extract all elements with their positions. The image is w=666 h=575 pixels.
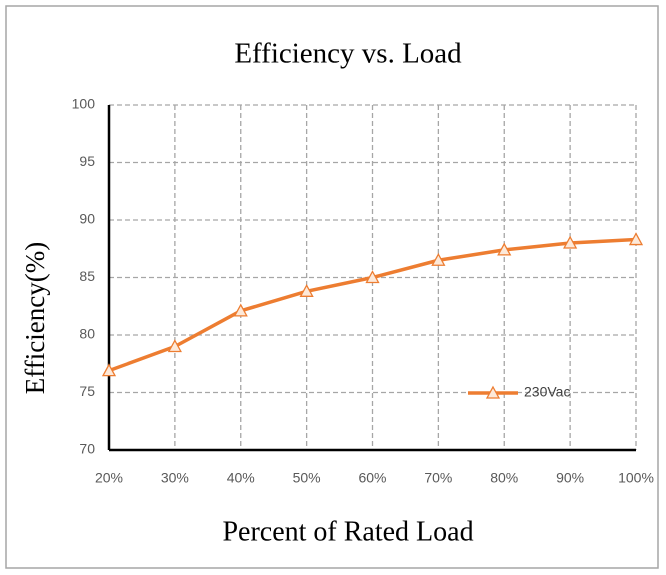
- x-tick-label: 40%: [227, 470, 255, 486]
- x-tick-label: 90%: [556, 470, 584, 486]
- y-tick-label: 90: [79, 211, 95, 227]
- x-tick-label: 100%: [618, 470, 654, 486]
- data-point: [628, 232, 644, 246]
- y-tick-label: 75: [79, 383, 95, 399]
- y-tick-label: 80: [79, 326, 95, 342]
- x-tick-label: 80%: [490, 470, 518, 486]
- data-point: [563, 235, 578, 249]
- data-point: [299, 283, 314, 297]
- y-axis-label: Efficiency(%): [20, 242, 50, 394]
- data-point: [101, 363, 117, 377]
- y-tick-label: 85: [79, 268, 95, 284]
- x-tick-label: 30%: [161, 470, 189, 486]
- legend-marker: [485, 385, 501, 399]
- y-tick-label: 95: [79, 153, 95, 169]
- data-point: [365, 270, 380, 284]
- y-tick-label: 70: [79, 441, 95, 457]
- y-tick-label: 100: [72, 96, 96, 112]
- data-point: [233, 303, 248, 317]
- chart-title: Efficiency vs. Load: [234, 38, 462, 70]
- data-point: [431, 252, 446, 266]
- x-tick-label: 20%: [95, 470, 123, 486]
- legend-label: 230Vac: [524, 384, 570, 400]
- data-point: [497, 242, 512, 256]
- x-tick-label: 70%: [424, 470, 452, 486]
- data-point: [167, 339, 182, 353]
- x-tick-label: 50%: [293, 470, 321, 486]
- x-tick-label: 60%: [358, 470, 386, 486]
- x-axis-label: Percent of Rated Load: [222, 516, 473, 547]
